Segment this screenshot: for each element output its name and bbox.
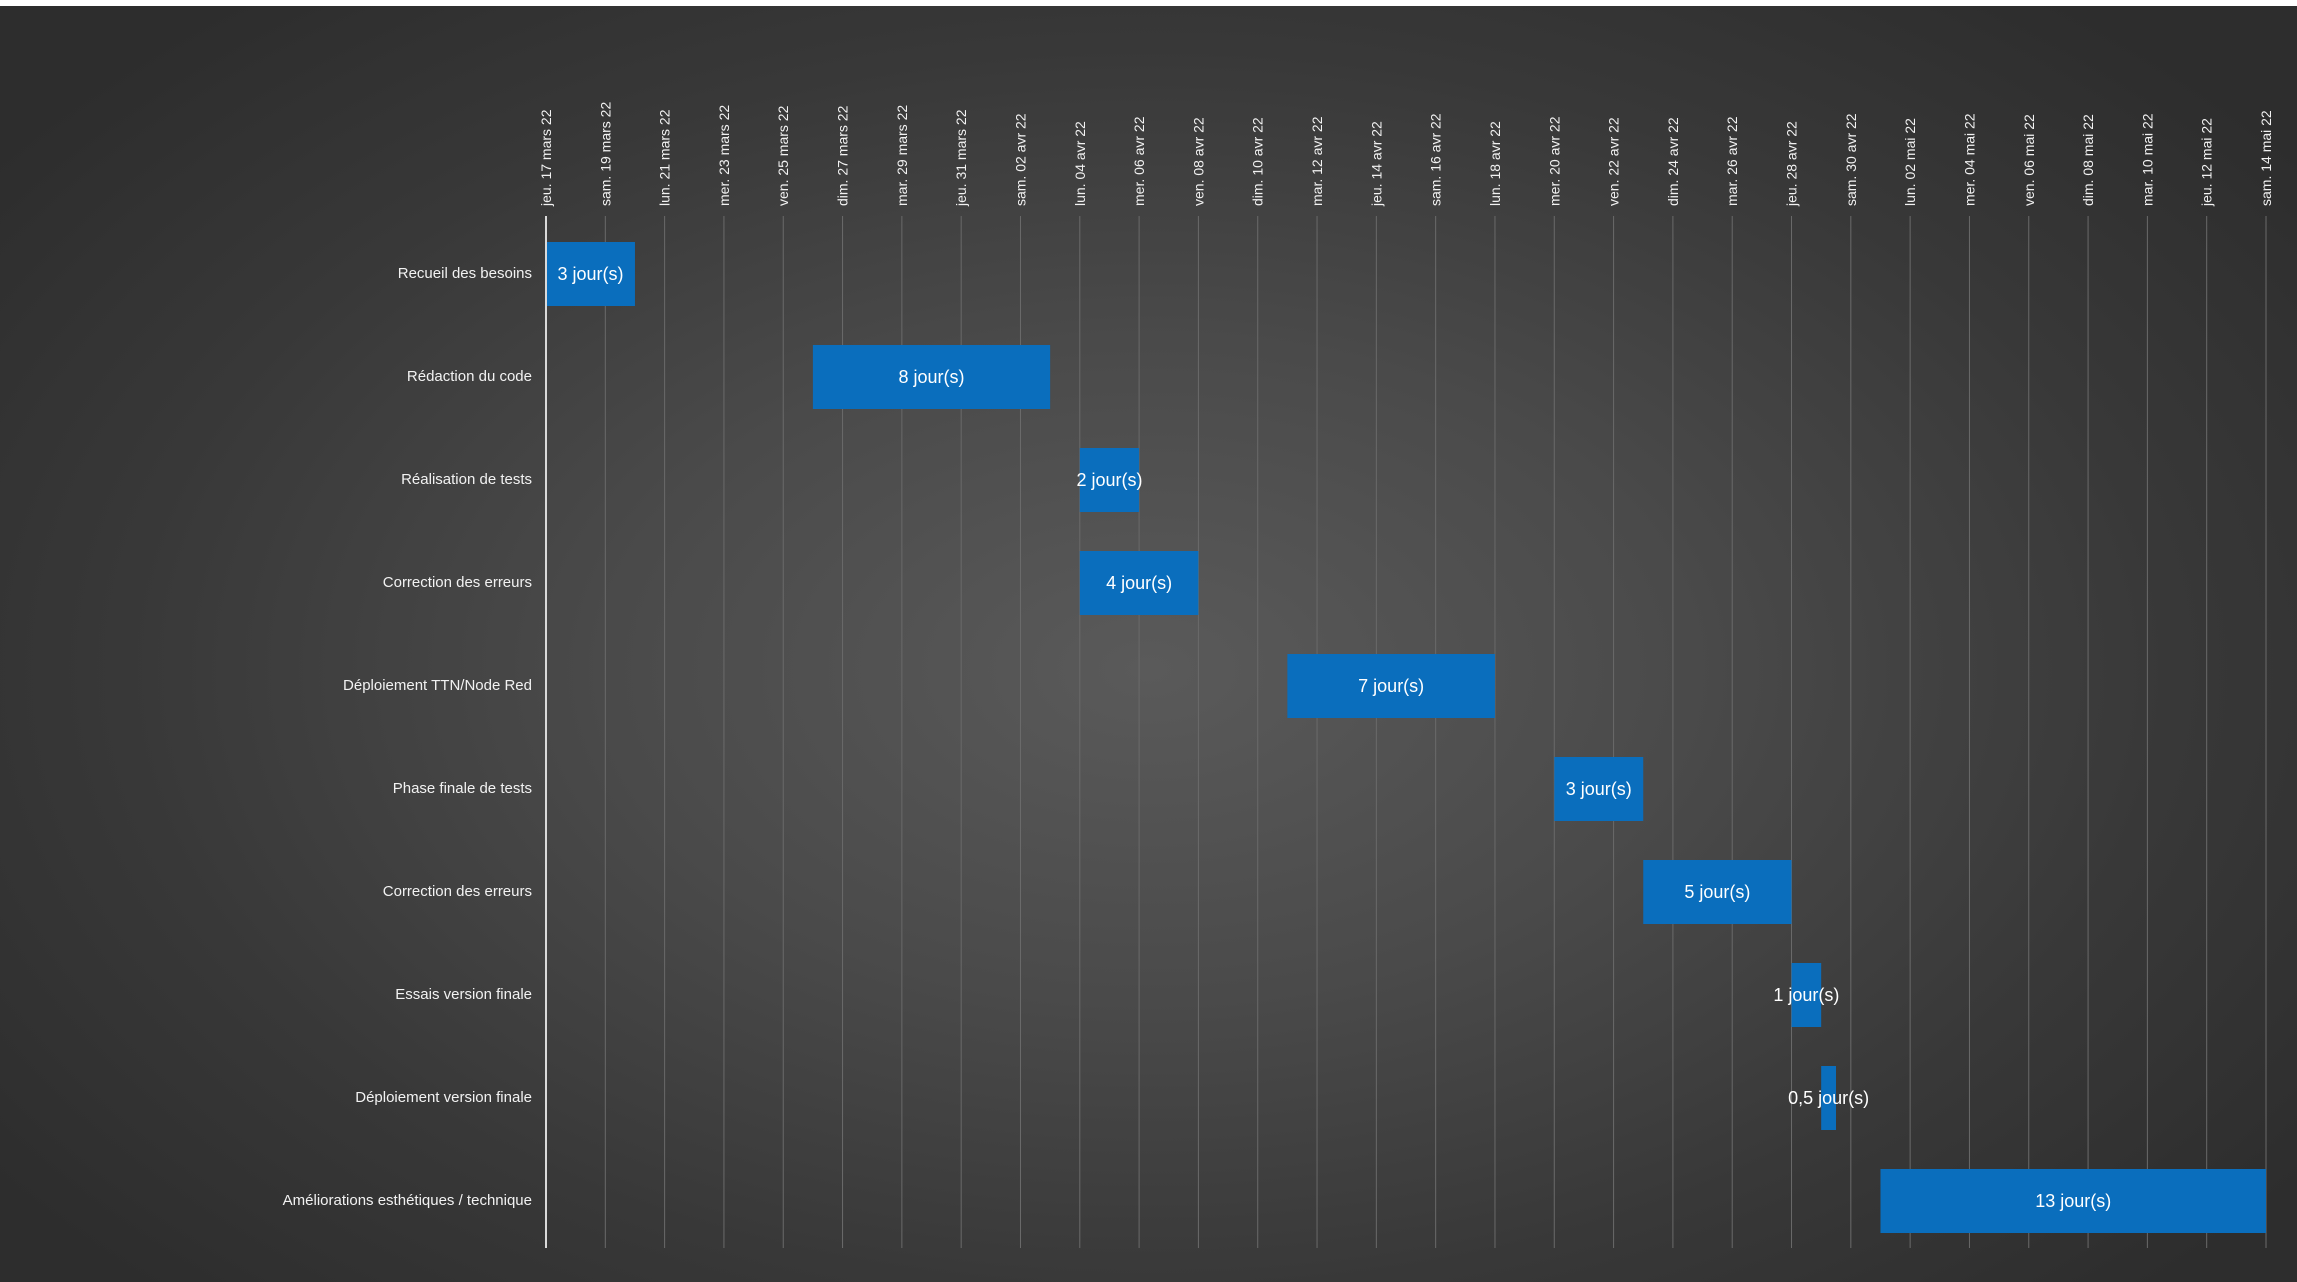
task-name-label: Réalisation de tests (401, 471, 532, 488)
x-tick-label: jeu. 28 avr 22 (1784, 121, 1800, 207)
task-bar (1821, 1066, 1836, 1130)
task-name-label: Recueil des besoins (398, 265, 532, 282)
task-name-label: Phase finale de tests (393, 780, 532, 797)
task-bar (1791, 963, 1822, 1027)
x-tick-label: mar. 10 mai 22 (2139, 113, 2155, 206)
task-bar (1079, 551, 1199, 615)
task-bar (1554, 757, 1644, 821)
task-name-label: Correction des erreurs (383, 574, 532, 591)
task-name-label: Essais version finale (395, 986, 532, 1003)
task-duration-label: 3 jour(s) (1566, 779, 1632, 799)
task-duration-label: 13 jour(s) (2035, 1191, 2111, 1211)
task-duration-label: 4 jour(s) (1106, 573, 1172, 593)
x-tick-label: lun. 21 mars 22 (657, 109, 673, 206)
task-duration-label: 5 jour(s) (1684, 882, 1750, 902)
x-tick-label: mer. 20 avr 22 (1546, 116, 1562, 206)
gantt-chart: jeu. 17 mars 22 sam. 19 mars 22 lun. 21 ma… (283, 102, 2274, 1248)
task-bar (1079, 448, 1140, 512)
task-duration-label: 0,5 jour(s) (1788, 1088, 1869, 1108)
task-name-label: Rédaction du code (407, 368, 532, 385)
x-tick-label: ven. 22 avr 22 (1606, 117, 1622, 206)
x-tick-label: dim. 24 avr 22 (1665, 117, 1681, 206)
x-tick-label: sam. 02 avr 22 (1012, 113, 1028, 206)
x-tick-label: lun. 04 avr 22 (1072, 121, 1088, 206)
task-bar (1880, 1169, 2266, 1233)
x-tick-label: dim. 08 mai 22 (2080, 114, 2096, 206)
x-tick-label: ven. 25 mars 22 (775, 105, 791, 206)
task-bar (1287, 654, 1495, 718)
x-tick-label: sam. 16 avr 22 (1428, 113, 1444, 206)
x-tick-label: sam. 19 mars 22 (597, 102, 613, 206)
x-tick-label: lun. 18 avr 22 (1487, 121, 1503, 206)
x-tick-label: lun. 02 mai 22 (1902, 118, 1918, 206)
x-axis-tick-labels: jeu. 17 mars 22 sam. 19 mars 22 lun. 21 ma… (538, 102, 2274, 207)
x-tick-label: mer. 23 mars 22 (716, 105, 732, 206)
task-duration-label: 8 jour(s) (899, 367, 965, 387)
task-duration-label: 2 jour(s) (1076, 470, 1142, 490)
x-tick-label: mer. 04 mai 22 (1961, 113, 1977, 206)
task-duration-label: 3 jour(s) (557, 264, 623, 284)
x-tick-label: dim. 10 avr 22 (1250, 117, 1266, 206)
task-bar (812, 345, 1051, 409)
grid-lines (545, 216, 2267, 1248)
x-tick-label: mar. 12 avr 22 (1309, 116, 1325, 206)
task-bar (1643, 860, 1792, 924)
task-bar (546, 242, 635, 306)
task-name-label: Correction des erreurs (383, 883, 532, 900)
x-tick-label: mar. 26 avr 22 (1724, 116, 1740, 206)
x-tick-label: jeu. 17 mars 22 (538, 109, 554, 207)
task-name-label: Déploiement TTN/Node Red (343, 677, 532, 694)
chart-background: jeu. 17 mars 22 sam. 19 mars 22 lun. 21 ma… (0, 6, 2297, 1282)
x-tick-label: ven. 08 avr 22 (1190, 117, 1206, 206)
x-tick-label: sam. 14 mai 22 (2258, 110, 2274, 206)
task-duration-label: 1 jour(s) (1773, 985, 1839, 1005)
task-bars: 3 jour(s) 8 jour(s) 2 jour(s) 4 jour(s) 7 jo… (546, 242, 2266, 1233)
x-tick-label: sam. 30 avr 22 (1843, 113, 1859, 206)
x-tick-label: mar. 29 mars 22 (894, 105, 910, 206)
x-tick-label: mer. 06 avr 22 (1131, 116, 1147, 206)
x-tick-label: ven. 06 mai 22 (2021, 114, 2037, 206)
task-name-label: Améliorations esthétiques / technique (283, 1192, 532, 1209)
task-name-label: Déploiement version finale (355, 1089, 532, 1106)
task-duration-label: 7 jour(s) (1358, 676, 1424, 696)
x-tick-label: dim. 27 mars 22 (835, 105, 851, 206)
task-labels: Recueil des besoins Rédaction du code Réal… (283, 265, 532, 1209)
x-tick-label: jeu. 31 mars 22 (953, 109, 969, 207)
x-tick-label: jeu. 12 mai 22 (2199, 118, 2215, 207)
x-tick-label: jeu. 14 avr 22 (1368, 121, 1384, 207)
